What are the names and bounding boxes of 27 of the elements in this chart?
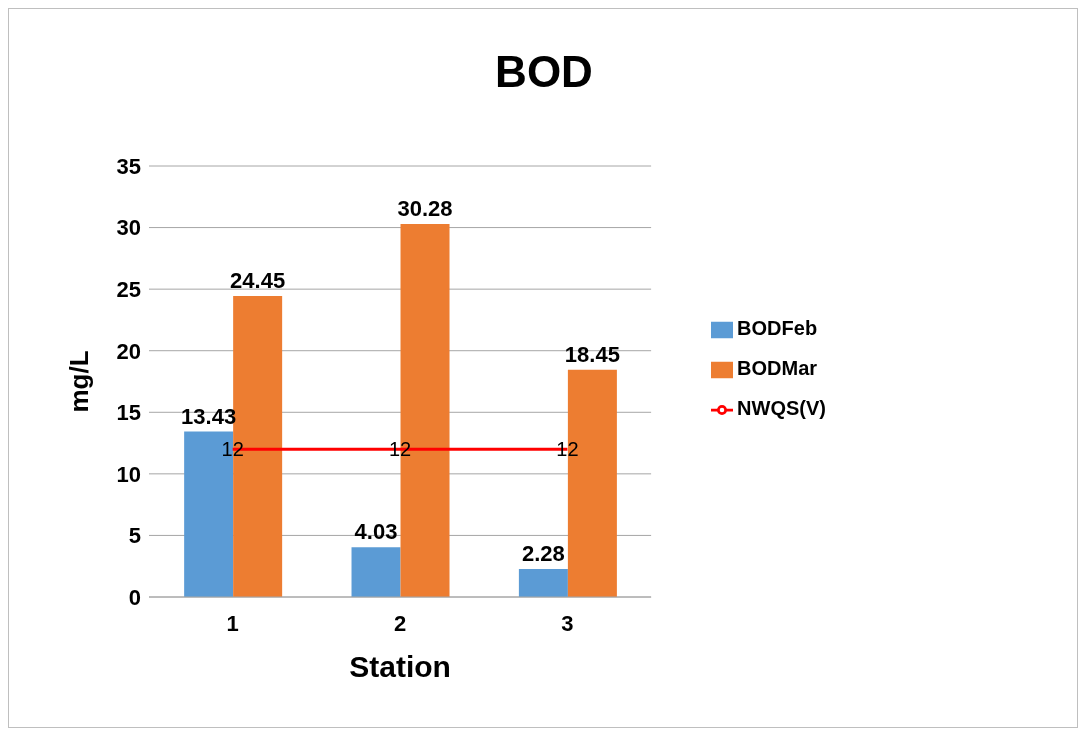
data-label: 12 — [388, 438, 412, 461]
chart-title: BOD — [494, 47, 594, 97]
y-tick-label: 30 — [116, 215, 141, 241]
y-tick-label: 15 — [116, 400, 141, 426]
x-axis-title: Station — [349, 650, 451, 683]
y-tick-label: 10 — [116, 461, 141, 487]
x-tick-label: 1 — [226, 610, 239, 636]
data-label: 12 — [556, 438, 579, 461]
bar — [351, 547, 401, 597]
legend-label: BODFeb — [737, 317, 818, 339]
data-label: 18.45 — [564, 341, 620, 367]
data-label: 4.03 — [354, 519, 398, 545]
y-tick-label: 25 — [116, 276, 141, 302]
data-label: 30.28 — [397, 196, 453, 222]
legend-label: BODMar — [737, 357, 818, 379]
y-tick-label: 20 — [116, 338, 141, 364]
y-tick-label: 0 — [128, 584, 141, 610]
bar — [518, 568, 568, 597]
data-label: 12 — [221, 438, 244, 461]
y-tick-label: 35 — [116, 153, 141, 179]
legend-label: NWQS(V) — [737, 397, 826, 419]
y-tick-label: 5 — [128, 523, 141, 549]
y-axis-title: mg/L — [64, 350, 95, 413]
data-label: 24.45 — [230, 267, 286, 293]
x-tick-label: 2 — [393, 610, 407, 636]
x-tick-label: 3 — [561, 610, 574, 636]
data-label: 2.28 — [521, 540, 565, 566]
